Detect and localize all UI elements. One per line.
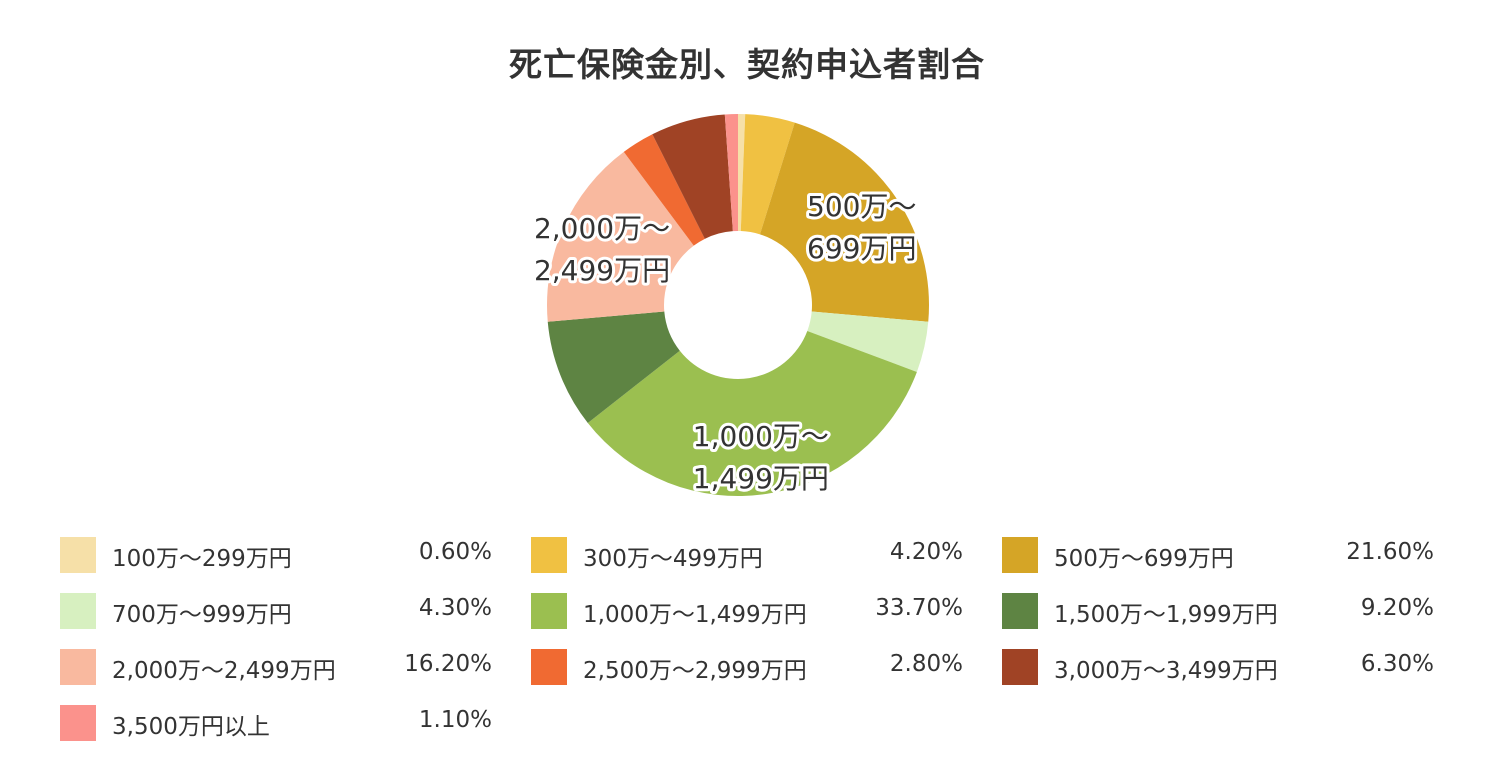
legend-label: 2,500万～2,999万円 bbox=[583, 658, 807, 684]
legend-item: 3,500万円以上 1.10% bbox=[60, 705, 492, 741]
legend-value: 1.10% bbox=[418, 707, 492, 733]
legend-value: 6.30% bbox=[1360, 651, 1434, 677]
legend-value: 16.20% bbox=[404, 651, 492, 677]
legend-item: 300万～499万円 4.20% bbox=[531, 537, 963, 573]
legend-value: 9.20% bbox=[1360, 595, 1434, 621]
legend-item: 1,500万～1,999万円 9.20% bbox=[1002, 593, 1434, 629]
legend-swatch bbox=[60, 649, 96, 685]
legend-value: 0.60% bbox=[418, 539, 492, 565]
pie-slice-9 bbox=[652, 114, 733, 239]
legend-swatch bbox=[1002, 537, 1038, 573]
legend-swatch bbox=[1002, 593, 1038, 629]
legend-item: 700万～999万円 4.30% bbox=[60, 593, 492, 629]
pie-slice-6 bbox=[547, 311, 680, 424]
pie-slice-4 bbox=[807, 311, 929, 372]
legend-label: 500万～699万円 bbox=[1054, 546, 1234, 572]
legend-item: 100万～299万円 0.60% bbox=[60, 537, 492, 573]
legend-value: 4.30% bbox=[418, 595, 492, 621]
pie-slice-8 bbox=[623, 134, 705, 246]
slice-label-5: 1,000万～ 1,499万円 bbox=[693, 420, 829, 495]
legend-value: 33.70% bbox=[875, 595, 963, 621]
pie-slice-5 bbox=[587, 330, 917, 497]
legend-value: 4.20% bbox=[889, 539, 963, 565]
legend-item: 2,000万～2,499万円 16.20% bbox=[60, 649, 492, 685]
pie-slice-1 bbox=[738, 114, 746, 232]
legend-label: 2,000万～2,499万円 bbox=[112, 658, 336, 684]
slice-label-3: 500万～ 699万円 bbox=[807, 190, 916, 265]
legend-label: 300万～499万円 bbox=[583, 546, 763, 572]
legend-label: 100万～299万円 bbox=[112, 546, 292, 572]
legend-swatch bbox=[531, 649, 567, 685]
chart-title: 死亡保険金別、契約申込者割合 bbox=[509, 45, 985, 84]
legend-label: 3,000万～3,499万円 bbox=[1054, 658, 1278, 684]
legend-item: 1,000万～1,499万円 33.70% bbox=[531, 593, 963, 629]
legend-label: 3,500万円以上 bbox=[112, 714, 270, 740]
legend-value: 2.80% bbox=[889, 651, 963, 677]
legend-swatch bbox=[60, 593, 96, 629]
legend-swatch bbox=[531, 593, 567, 629]
pie-slice-10 bbox=[724, 114, 738, 232]
pie-slice-7 bbox=[547, 151, 694, 322]
legend-swatch bbox=[60, 705, 96, 741]
legend-label: 1,000万～1,499万円 bbox=[583, 602, 807, 628]
pie-slice-3 bbox=[759, 122, 929, 322]
legend-item: 500万～699万円 21.60% bbox=[1002, 537, 1434, 573]
legend-swatch bbox=[531, 537, 567, 573]
slice-label-7: 2,000万～ 2,499万円 bbox=[534, 212, 670, 287]
legend-label: 1,500万～1,999万円 bbox=[1054, 602, 1278, 628]
donut-chart: 500万～ 699万円 1,000万～ 1,499万円 2,000万～ 2,499万円 bbox=[533, 114, 929, 497]
legend-swatch bbox=[1002, 649, 1038, 685]
legend-swatch bbox=[60, 537, 96, 573]
legend-item: 2,500万～2,999万円 2.80% bbox=[531, 649, 963, 685]
legend-value: 21.60% bbox=[1346, 539, 1434, 565]
legend-label: 700万～999万円 bbox=[112, 602, 292, 628]
pie-slice-2 bbox=[740, 114, 795, 235]
legend-item: 3,000万～3,499万円 6.30% bbox=[1002, 649, 1434, 685]
